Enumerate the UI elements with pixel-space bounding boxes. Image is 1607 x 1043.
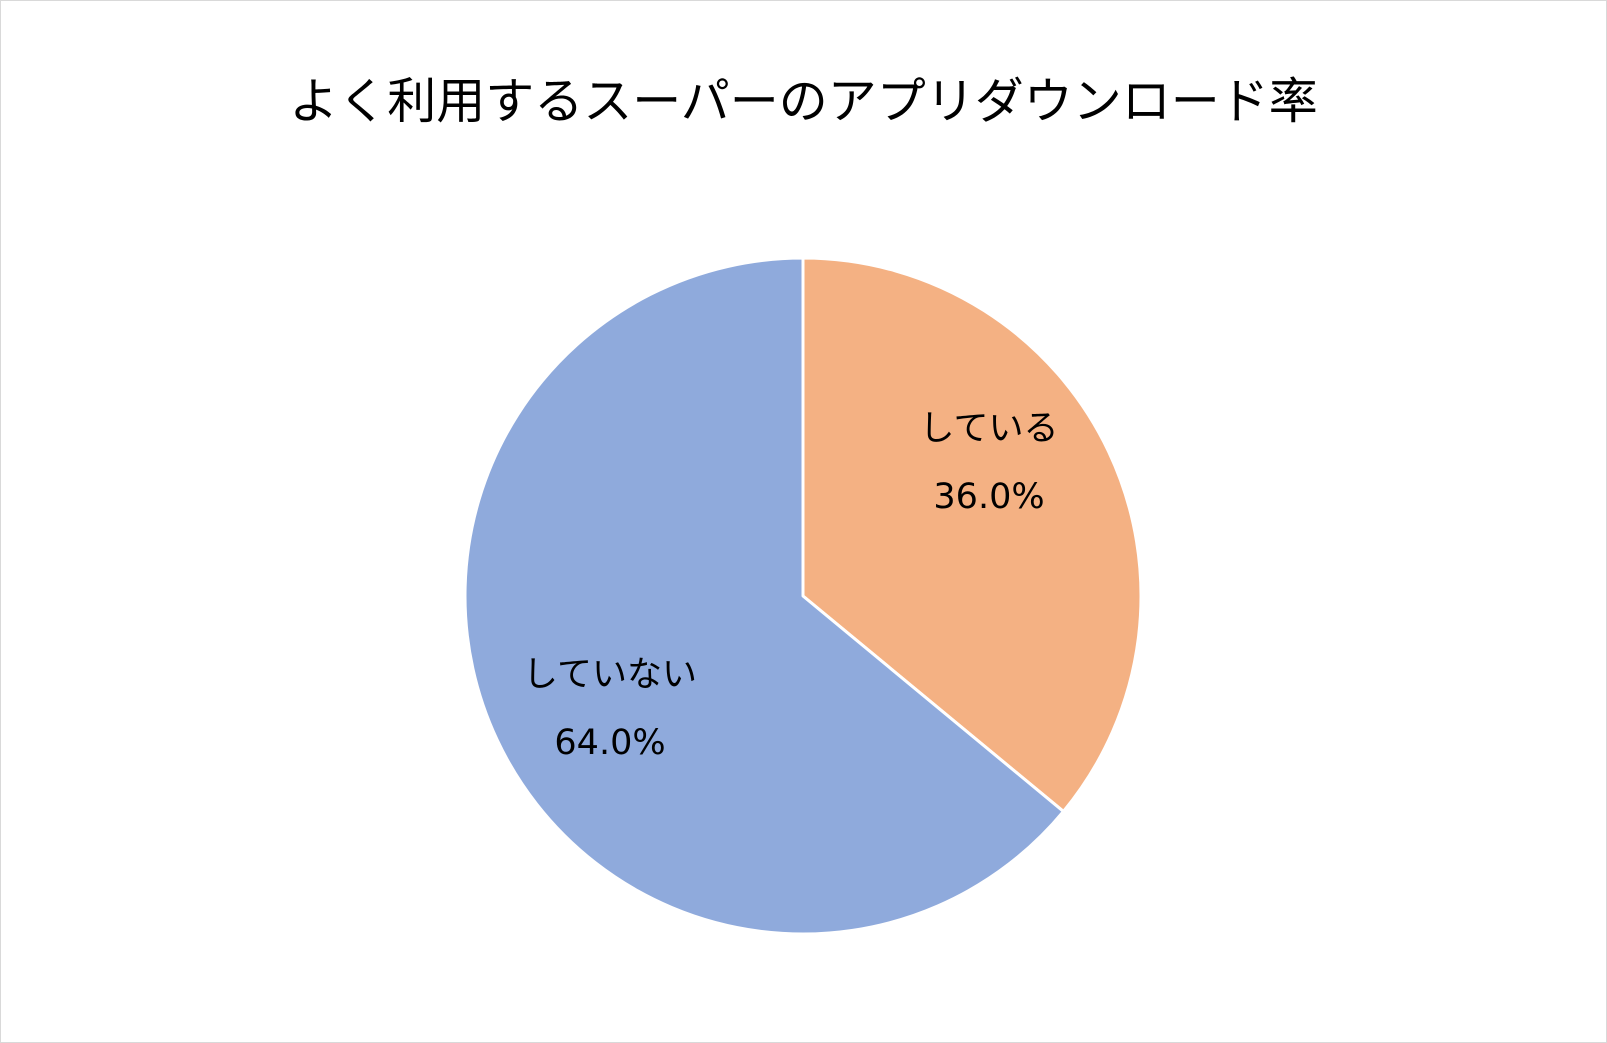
slice-value-label-1: 36.0% <box>933 477 1044 517</box>
chart-title: よく利用するスーパーのアプリダウンロード率 <box>289 73 1318 130</box>
slice-category-label-1: している <box>920 409 1059 449</box>
pie-slice-2 <box>463 256 1065 936</box>
slice-value-label-2: 64.0% <box>554 723 665 763</box>
slice-category-label-2: していない <box>523 655 697 695</box>
pie-slice-1 <box>801 256 1143 813</box>
